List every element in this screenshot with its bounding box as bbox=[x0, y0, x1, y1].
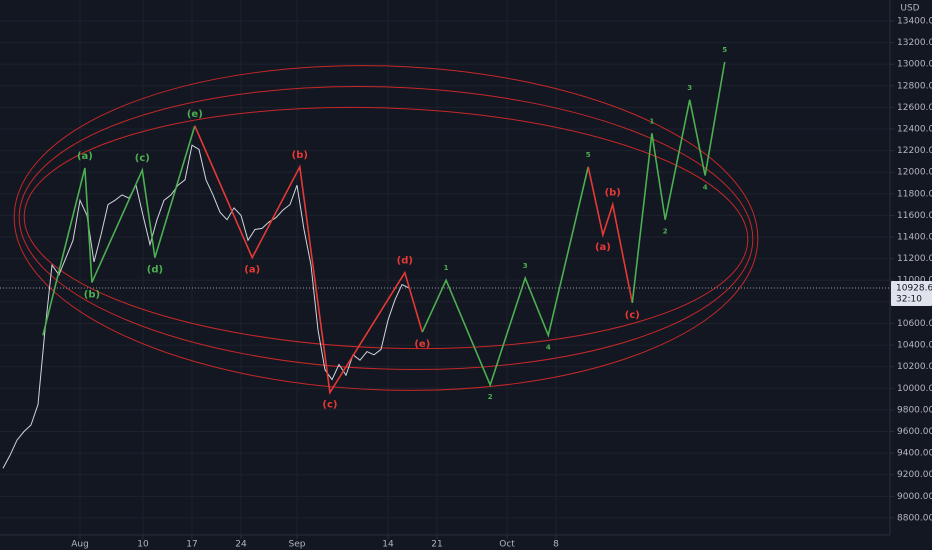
wave-label: (a) bbox=[595, 242, 611, 253]
y-tick-label: 9200.00 bbox=[897, 470, 932, 480]
wave-label: (e) bbox=[414, 339, 430, 350]
wave-line bbox=[631, 61, 726, 303]
wave-label: (e) bbox=[187, 109, 203, 120]
x-tick-label: 24 bbox=[235, 540, 247, 550]
y-tick-label: 11600.00 bbox=[897, 211, 932, 221]
y-tick-label: 11000.00 bbox=[897, 276, 932, 286]
wave-label: (b) bbox=[84, 289, 100, 300]
y-tick-label: 13000.00 bbox=[897, 60, 932, 70]
price-line bbox=[2, 144, 410, 469]
y-tick-label: 13400.00 bbox=[897, 16, 932, 26]
wave-label: (a) bbox=[244, 265, 260, 276]
y-tick-label: 11800.00 bbox=[897, 189, 932, 199]
wave-line bbox=[421, 166, 589, 388]
countdown-label: 32:10 bbox=[896, 294, 922, 304]
y-tick-label: 9600.00 bbox=[897, 427, 932, 437]
wave-label: 5 bbox=[586, 151, 591, 159]
last-price-box bbox=[891, 280, 932, 306]
wave-label: 4 bbox=[703, 183, 708, 191]
x-tick-label: 21 bbox=[431, 540, 442, 550]
wave-label: 2 bbox=[488, 393, 493, 401]
y-tick-label: 10400.00 bbox=[897, 341, 932, 351]
y-tick-label: 9400.00 bbox=[897, 449, 932, 459]
wave-label: (d) bbox=[147, 265, 163, 276]
wave-label: (c) bbox=[322, 400, 337, 411]
ellipse bbox=[18, 86, 754, 370]
y-tick-label: 9800.00 bbox=[897, 405, 932, 415]
grid bbox=[0, 0, 890, 535]
y-tick-label: 12600.00 bbox=[897, 103, 932, 113]
wave-label: (c) bbox=[625, 310, 640, 321]
y-tick-label: 11400.00 bbox=[897, 233, 932, 243]
wave-label: 1 bbox=[649, 117, 654, 125]
x-tick-label: Aug bbox=[71, 540, 89, 550]
wave-label: 3 bbox=[523, 262, 528, 270]
y-tick-label: 12200.00 bbox=[897, 146, 932, 156]
x-tick-label: 14 bbox=[382, 540, 394, 550]
y-tick-label: 11200.00 bbox=[897, 254, 932, 264]
y-tick-label: 13200.00 bbox=[897, 38, 932, 48]
y-tick-label: 10000.00 bbox=[897, 384, 932, 394]
wave-label: (b) bbox=[605, 188, 621, 199]
wave-label: (a) bbox=[77, 151, 93, 162]
wave-line bbox=[42, 125, 196, 336]
x-tick-label: 8 bbox=[553, 540, 559, 550]
last-price-label: 10928.62 bbox=[896, 283, 932, 293]
y-tick-label: 9000.00 bbox=[897, 492, 932, 502]
wave-label: 1 bbox=[444, 264, 449, 272]
y-tick-label: 12400.00 bbox=[897, 124, 932, 134]
wave-label: 4 bbox=[546, 343, 551, 351]
y-tick-label: 10600.00 bbox=[897, 319, 932, 329]
y-tick-label: 12800.00 bbox=[897, 81, 932, 91]
x-tick-label: 17 bbox=[186, 540, 197, 550]
x-tick-label: Oct bbox=[499, 540, 515, 550]
x-tick-label: 10 bbox=[137, 540, 149, 550]
y-tick-label: 10200.00 bbox=[897, 362, 932, 372]
wave-line bbox=[587, 166, 634, 304]
wave-line bbox=[194, 125, 424, 395]
y-tick-label: 12000.00 bbox=[897, 168, 932, 178]
wave-label: 3 bbox=[687, 84, 692, 92]
wave-label: (b) bbox=[292, 150, 308, 161]
wave-label: 5 bbox=[722, 46, 727, 54]
axis: 8800.00 9000.00 9200.00 9400.00 9600.00 9800.… bbox=[71, 16, 932, 550]
x-tick-label: Sep bbox=[289, 540, 306, 550]
y-tick-label: 8800.00 bbox=[897, 513, 932, 523]
wave-label: (c) bbox=[135, 153, 150, 164]
ellipse bbox=[13, 65, 759, 391]
wave-label: 2 bbox=[663, 228, 668, 236]
currency: USD bbox=[900, 4, 919, 14]
plot: (a) (b) (c) (d) (e) (a) (b) (c) (d) (e) 1 2 3 4 5 (a) (b… bbox=[0, 46, 890, 469]
wave-label: (d) bbox=[397, 256, 413, 267]
